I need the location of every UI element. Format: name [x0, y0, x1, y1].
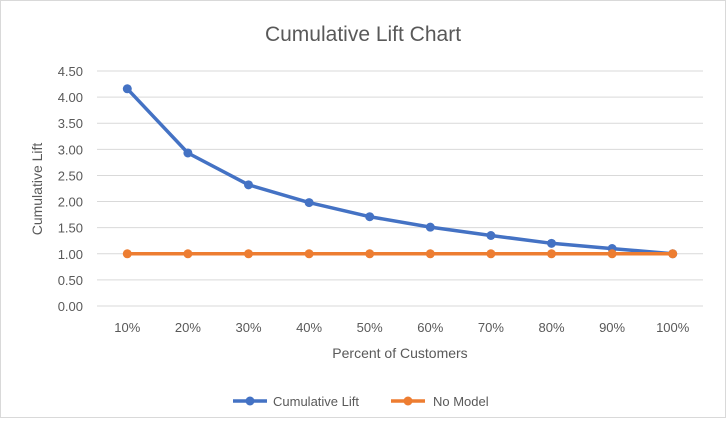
legend-swatch-marker: [245, 396, 255, 406]
y-tick-label: 4.50: [58, 64, 83, 79]
data-point[interactable]: [122, 249, 132, 259]
lift-chart-svg: Cumulative Lift Chart 0.00 0.50 1.00 1.50 2.…: [29, 23, 703, 409]
legend-entry[interactable]: No Model: [391, 394, 489, 409]
y-tick-label: 3.50: [58, 116, 83, 131]
y-tick-label: 3.00: [58, 142, 83, 157]
data-point[interactable]: [122, 84, 132, 94]
data-point[interactable]: [486, 249, 496, 259]
data-point[interactable]: [183, 148, 193, 158]
y-tick-label: 2.00: [58, 195, 83, 210]
series-2[interactable]: [122, 249, 678, 259]
data-point[interactable]: [365, 249, 375, 259]
y-tick-label: 0.50: [58, 273, 83, 288]
y-tick-label: 1.50: [58, 221, 83, 236]
chart-area[interactable]: Cumulative Lift Chart 0.00 0.50 1.00 1.50 2.…: [0, 0, 726, 418]
data-point[interactable]: [183, 249, 193, 259]
x-tick-label: 100%: [656, 320, 690, 335]
y-tick-label: 2.50: [58, 168, 83, 183]
data-point[interactable]: [425, 222, 435, 232]
x-tick-label: 50%: [357, 320, 383, 335]
series: [122, 84, 678, 259]
legend-swatch-marker: [403, 396, 413, 406]
series-1[interactable]: [122, 84, 678, 259]
data-point[interactable]: [304, 198, 314, 208]
legend-entry[interactable]: Cumulative Lift: [233, 394, 359, 409]
data-point[interactable]: [425, 249, 435, 259]
data-point[interactable]: [244, 180, 253, 190]
y-tick-label: 4.00: [58, 90, 83, 105]
data-point[interactable]: [668, 249, 678, 259]
x-tick-label: 30%: [235, 320, 261, 335]
y-axis-ticks: 0.00 0.50 1.00 1.50 2.00 2.50 3.00 3.50 4.00 4.50: [58, 64, 83, 314]
x-tick-label: 70%: [478, 320, 504, 335]
legend-label: Cumulative Lift: [273, 394, 359, 409]
y-axis-label: Cumulative Lift: [29, 143, 45, 236]
y-tick-label: 0.00: [58, 299, 83, 314]
legend: Cumulative Lift No Model: [233, 394, 489, 409]
data-point[interactable]: [607, 249, 617, 259]
x-axis-ticks: 10% 20% 30% 40% 50% 60% 70% 80% 90% 100%: [114, 320, 689, 335]
data-point[interactable]: [304, 249, 314, 259]
series-line[interactable]: [125, 87, 675, 256]
x-tick-label: 60%: [417, 320, 443, 335]
data-point[interactable]: [547, 249, 556, 259]
x-axis-label: Percent of Customers: [332, 345, 467, 361]
data-point[interactable]: [365, 212, 375, 222]
legend-label: No Model: [433, 394, 489, 409]
data-point[interactable]: [486, 231, 496, 240]
x-tick-label: 40%: [296, 320, 322, 335]
chart-title: Cumulative Lift Chart: [265, 23, 461, 46]
x-tick-label: 90%: [599, 320, 625, 335]
x-tick-label: 80%: [538, 320, 564, 335]
x-tick-label: 20%: [175, 320, 201, 335]
data-point[interactable]: [244, 249, 253, 259]
data-point[interactable]: [547, 238, 556, 248]
y-tick-label: 1.00: [58, 247, 83, 262]
gridlines: [97, 70, 703, 307]
x-tick-label: 10%: [114, 320, 140, 335]
